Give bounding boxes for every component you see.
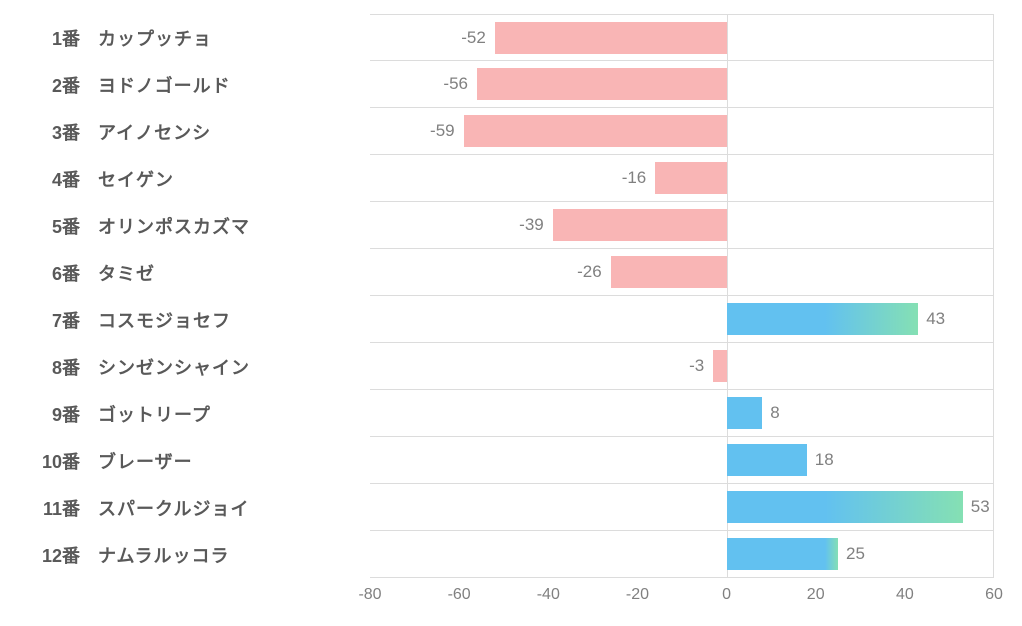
entry-number: 12番 (0, 542, 98, 568)
label-row: 5番オリンポスカズマ (0, 202, 370, 249)
zero-line (727, 155, 728, 201)
plot-row: 53 (370, 484, 994, 531)
plot-row: 8 (370, 390, 994, 437)
entry-number: 7番 (0, 307, 98, 333)
label-row: 11番スパークルジョイ (0, 484, 370, 531)
label-row: 6番タミゼ (0, 249, 370, 296)
entry-number: 3番 (0, 119, 98, 145)
chart-container: 1番カップッチョ2番ヨドノゴールド3番アイノセンシ4番セイゲン5番オリンポスカズ… (0, 0, 1022, 626)
entry-name: オリンポスカズマ (98, 213, 250, 239)
bar-negative (611, 256, 727, 288)
zero-line (727, 202, 728, 248)
plot-row: 18 (370, 437, 994, 484)
value-label: 18 (815, 450, 834, 470)
label-row: 4番セイゲン (0, 155, 370, 202)
plot-row: -26 (370, 249, 994, 296)
entry-name: セイゲン (98, 166, 174, 192)
entry-number: 2番 (0, 72, 98, 98)
zero-line (727, 343, 728, 389)
x-tick-label: -20 (626, 586, 649, 604)
bar-negative (713, 350, 726, 382)
zero-line (727, 108, 728, 154)
x-tick-label: -40 (537, 586, 560, 604)
value-label: 8 (770, 403, 779, 423)
x-tick-label: 20 (807, 586, 825, 604)
value-label: -26 (577, 262, 602, 282)
entry-number: 6番 (0, 260, 98, 286)
zero-line (727, 249, 728, 295)
entry-number: 5番 (0, 213, 98, 239)
value-label: 25 (846, 544, 865, 564)
label-row: 10番ブレーザー (0, 437, 370, 484)
x-tick-label: -80 (358, 586, 381, 604)
x-tick-label: 0 (722, 586, 731, 604)
bar-negative (495, 22, 727, 54)
value-label: -52 (461, 28, 486, 48)
zero-line (727, 61, 728, 107)
entry-name: スパークルジョイ (98, 495, 249, 521)
zero-line (727, 15, 728, 60)
label-row: 3番アイノセンシ (0, 108, 370, 155)
label-row: 1番カップッチョ (0, 14, 370, 61)
plot-row: -3 (370, 343, 994, 390)
label-row: 9番ゴットリープ (0, 390, 370, 437)
plot-row: 43 (370, 296, 994, 343)
entry-name: ヨドノゴールド (98, 72, 231, 98)
bar-positive (727, 491, 963, 523)
entry-number: 9番 (0, 401, 98, 427)
plot-row: 25 (370, 531, 994, 578)
y-axis-labels: 1番カップッチョ2番ヨドノゴールド3番アイノセンシ4番セイゲン5番オリンポスカズ… (0, 14, 370, 578)
plot-area: -52 -56 -59 -16 -39 -26 43 -3 8 18 53 25 (370, 14, 994, 578)
entry-number: 4番 (0, 166, 98, 192)
bar-positive (727, 397, 763, 429)
bar-negative (553, 209, 727, 241)
plot-row: -56 (370, 61, 994, 108)
x-tick-label: 60 (985, 586, 1003, 604)
entry-name: タミゼ (98, 260, 155, 286)
plot-row: -39 (370, 202, 994, 249)
plot-row: -52 (370, 14, 994, 61)
plot-row: -59 (370, 108, 994, 155)
entry-number: 11番 (0, 495, 98, 521)
entry-name: アイノセンシ (98, 119, 211, 145)
entry-name: ブレーザー (98, 448, 193, 474)
bar-positive (727, 303, 919, 335)
entry-name: カップッチョ (98, 25, 212, 51)
bar-positive (727, 538, 838, 570)
label-row: 12番ナムラルッコラ (0, 531, 370, 578)
label-row: 7番コスモジョセフ (0, 296, 370, 343)
entry-name: ナムラルッコラ (98, 542, 230, 568)
bar-negative (477, 68, 727, 100)
bar-negative (655, 162, 726, 194)
value-label: -3 (689, 356, 704, 376)
value-label: -59 (430, 121, 455, 141)
value-label: -39 (519, 215, 544, 235)
value-label: 43 (926, 309, 945, 329)
entry-name: ゴットリープ (98, 401, 211, 427)
value-label: 53 (971, 497, 990, 517)
x-tick-label: 40 (896, 586, 914, 604)
entry-name: シンゼンシャイン (98, 354, 250, 380)
entry-name: コスモジョセフ (98, 307, 231, 333)
bar-positive (727, 444, 807, 476)
value-label: -56 (443, 74, 468, 94)
entry-number: 10番 (0, 448, 98, 474)
entry-number: 1番 (0, 25, 98, 51)
entry-number: 8番 (0, 354, 98, 380)
label-row: 8番シンゼンシャイン (0, 343, 370, 390)
plot-row: -16 (370, 155, 994, 202)
label-row: 2番ヨドノゴールド (0, 61, 370, 108)
bar-negative (464, 115, 727, 147)
value-label: -16 (622, 168, 647, 188)
x-tick-label: -60 (448, 586, 471, 604)
